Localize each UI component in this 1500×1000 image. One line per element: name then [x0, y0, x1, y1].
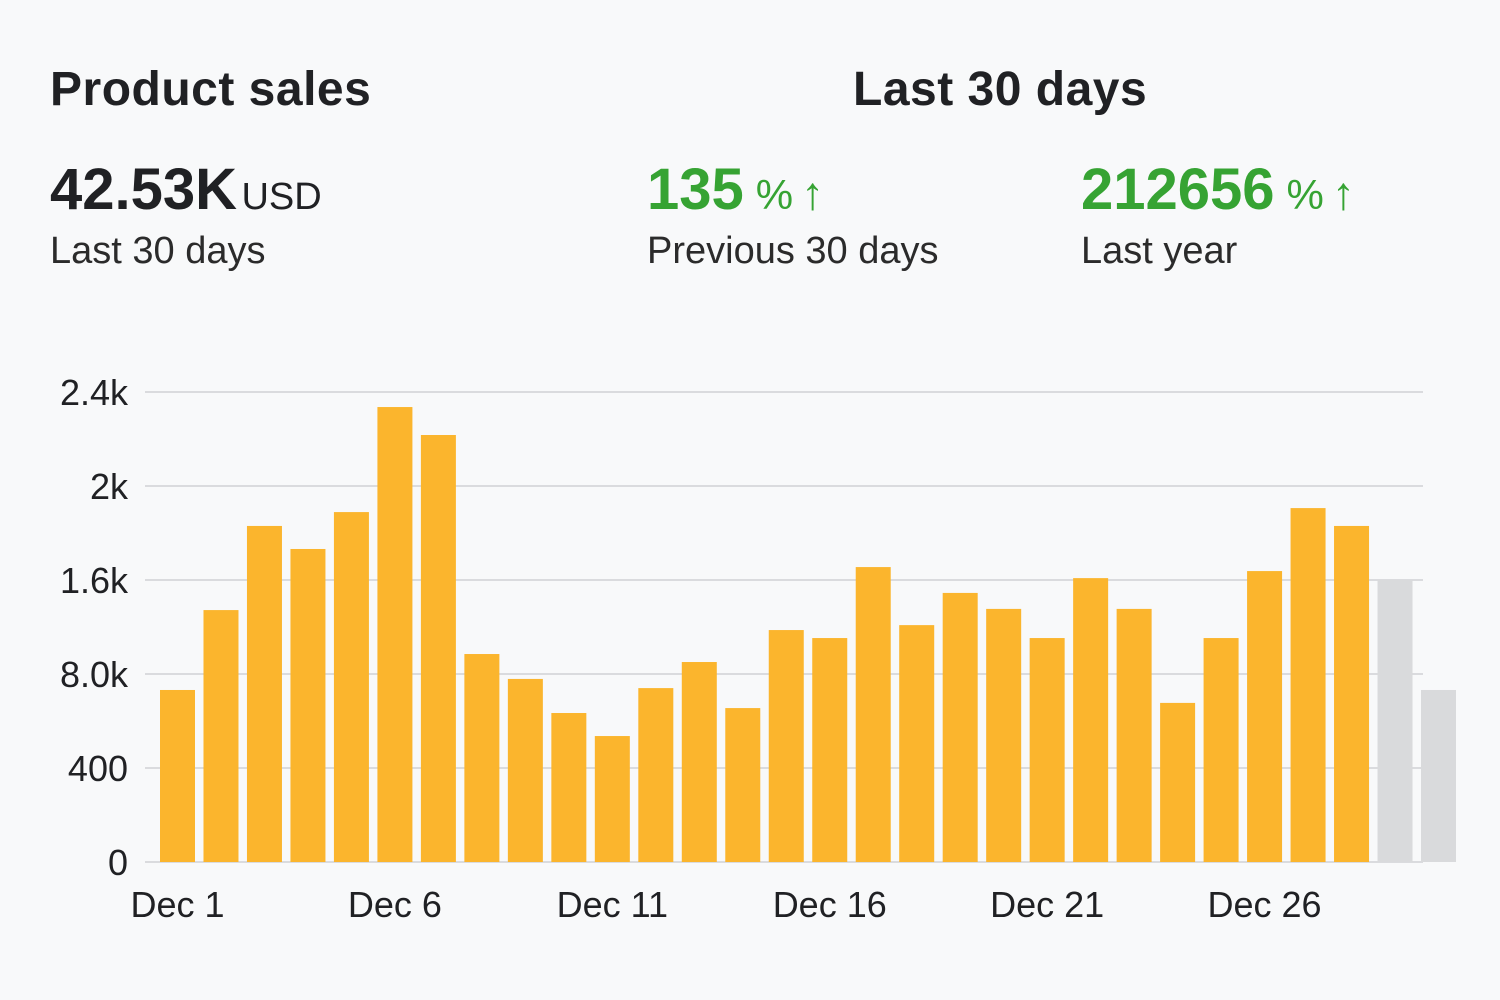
bar-dec-29	[1377, 580, 1413, 862]
y-tick-label: 1.6k	[60, 560, 129, 601]
y-tick-label: 400	[68, 748, 128, 789]
total-caption: Last 30 days	[50, 230, 266, 272]
bar-dec-20	[986, 608, 1022, 862]
x-tick-label: Dec 11	[557, 884, 668, 925]
bar-dec-19	[942, 592, 978, 862]
chart-title: Product sales	[50, 63, 372, 116]
x-tick-label: Dec 6	[348, 884, 442, 925]
bar-dec-16	[812, 638, 848, 862]
bar-dec-21	[1029, 638, 1065, 862]
bar-dec-6	[377, 407, 413, 862]
total-value: 42.53K	[50, 157, 238, 222]
y-tick-label: 2k	[90, 466, 129, 507]
comparison-value: 135	[647, 157, 744, 222]
bar-dec-5	[333, 512, 369, 862]
bar-dec-25	[1203, 638, 1239, 862]
bar-dec-17	[855, 567, 891, 862]
bar-dec-10	[551, 713, 587, 862]
bar-dec-11	[594, 736, 630, 862]
bar-dec-24	[1160, 702, 1196, 862]
arrow-up-icon: ↑	[801, 167, 825, 219]
bar-dec-14	[725, 708, 761, 862]
arrow-up-icon: ↑	[1331, 167, 1355, 219]
x-tick-label: Dec 26	[1208, 884, 1322, 925]
bar-dec-23	[1116, 608, 1152, 862]
bar-dec-22	[1073, 578, 1109, 862]
comparison-unit: %	[755, 171, 794, 218]
y-tick-label: 2.4k	[60, 372, 129, 413]
x-tick-label: Dec 16	[773, 884, 887, 925]
bar-dec-12	[638, 688, 674, 862]
comparison-caption: Previous 30 days	[647, 230, 939, 272]
bar-dec-9	[507, 678, 543, 862]
bar-dec-3	[246, 525, 282, 862]
bar-dec-28	[1334, 525, 1370, 862]
period-title: Last 30 days	[853, 63, 1148, 116]
bar-dec-8	[464, 654, 500, 862]
x-tick-label: Dec 21	[990, 884, 1104, 925]
bar-dec-30	[1421, 689, 1456, 862]
y-tick-label: 8.0k	[60, 654, 129, 695]
comparison-last-year: 212656% ↑	[1081, 156, 1355, 223]
bar-dec-4	[290, 548, 326, 862]
comparison-unit: %	[1286, 171, 1324, 218]
bar-dec-27	[1290, 508, 1326, 862]
comparison-previous: 135% ↑	[647, 156, 824, 223]
total-unit: USD	[241, 176, 322, 218]
bar-dec-13	[681, 662, 717, 862]
y-tick-label: 0	[108, 842, 128, 883]
comparison-caption: Last year	[1081, 230, 1238, 272]
bar-dec-1	[160, 689, 195, 862]
total-sales: 42.53K USD	[50, 156, 322, 223]
bar-dec-2	[203, 610, 239, 862]
bar-dec-18	[899, 625, 935, 862]
comparison-value: 212656	[1081, 157, 1275, 222]
bar-dec-15	[768, 630, 804, 862]
x-tick-label: Dec 1	[130, 884, 224, 925]
bar-dec-7	[420, 435, 456, 862]
bar-dec-26	[1247, 571, 1283, 862]
